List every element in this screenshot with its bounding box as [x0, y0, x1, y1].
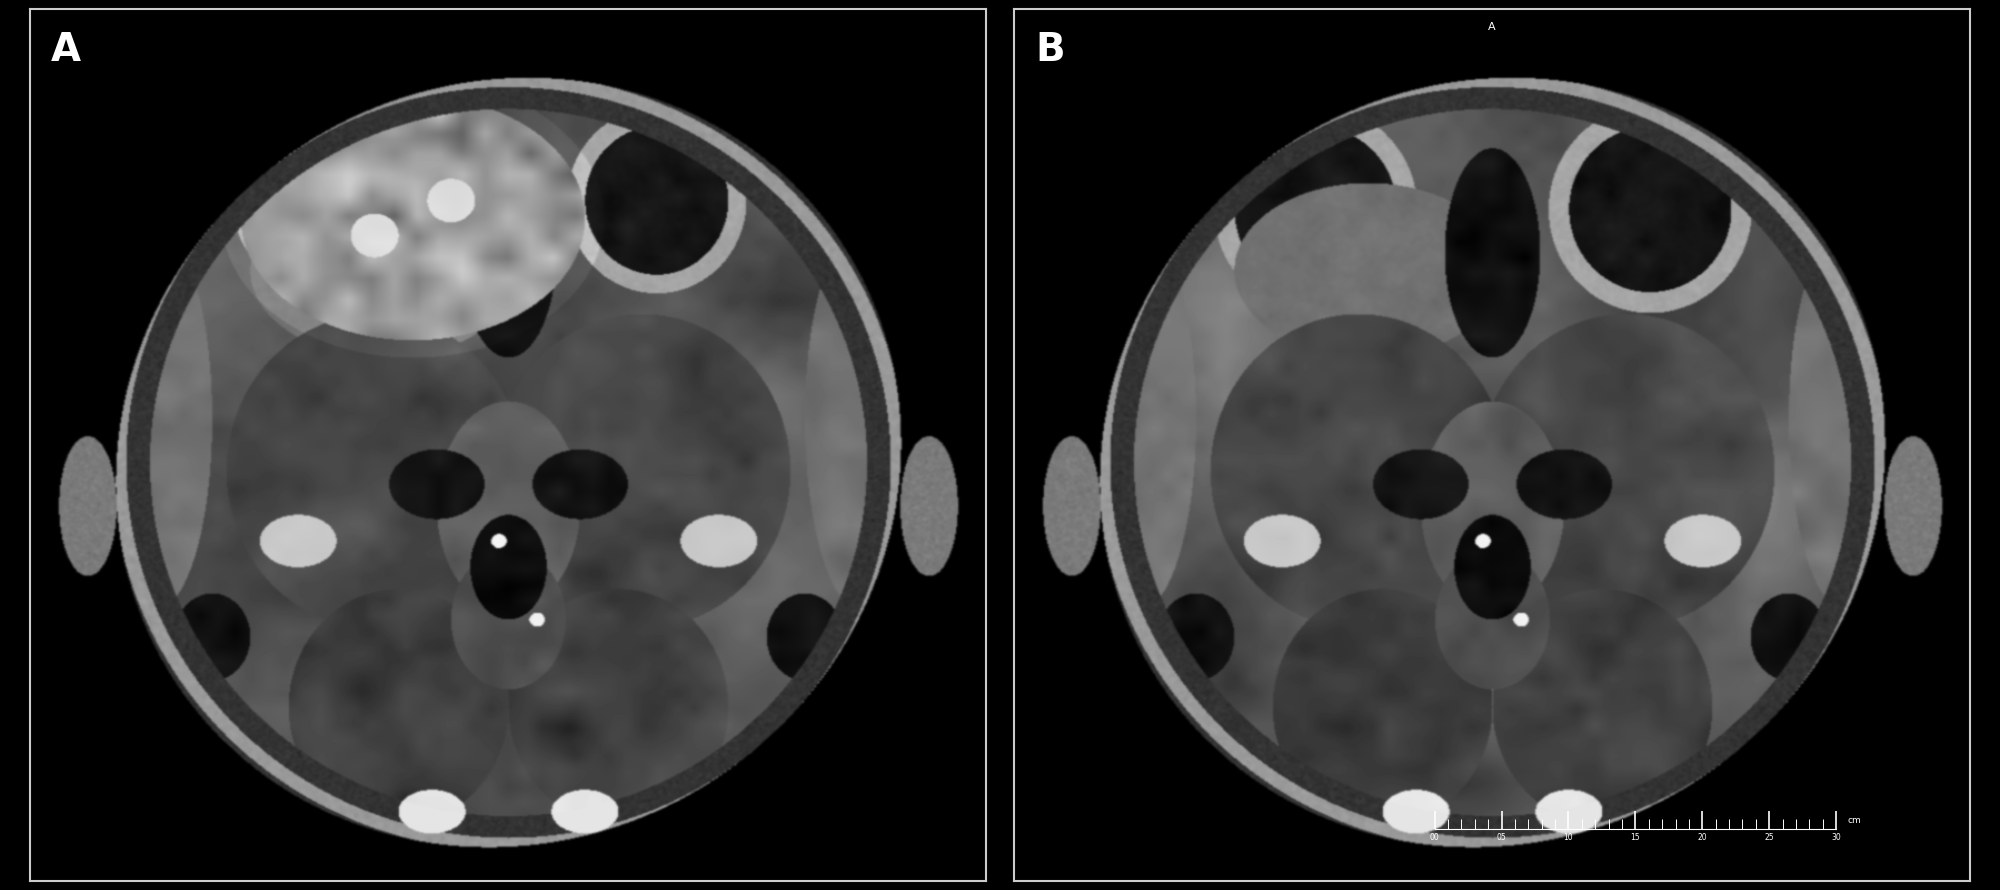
- Text: 00: 00: [1430, 833, 1440, 842]
- Text: B: B: [1036, 30, 1064, 69]
- Text: 15: 15: [1630, 833, 1640, 842]
- Text: A: A: [1488, 22, 1496, 32]
- Text: 30: 30: [1832, 833, 1842, 842]
- Text: 20: 20: [1698, 833, 1708, 842]
- Text: cm: cm: [1848, 815, 1862, 824]
- Text: 10: 10: [1564, 833, 1574, 842]
- Text: 05: 05: [1496, 833, 1506, 842]
- Text: 25: 25: [1764, 833, 1774, 842]
- Text: A: A: [52, 30, 82, 69]
